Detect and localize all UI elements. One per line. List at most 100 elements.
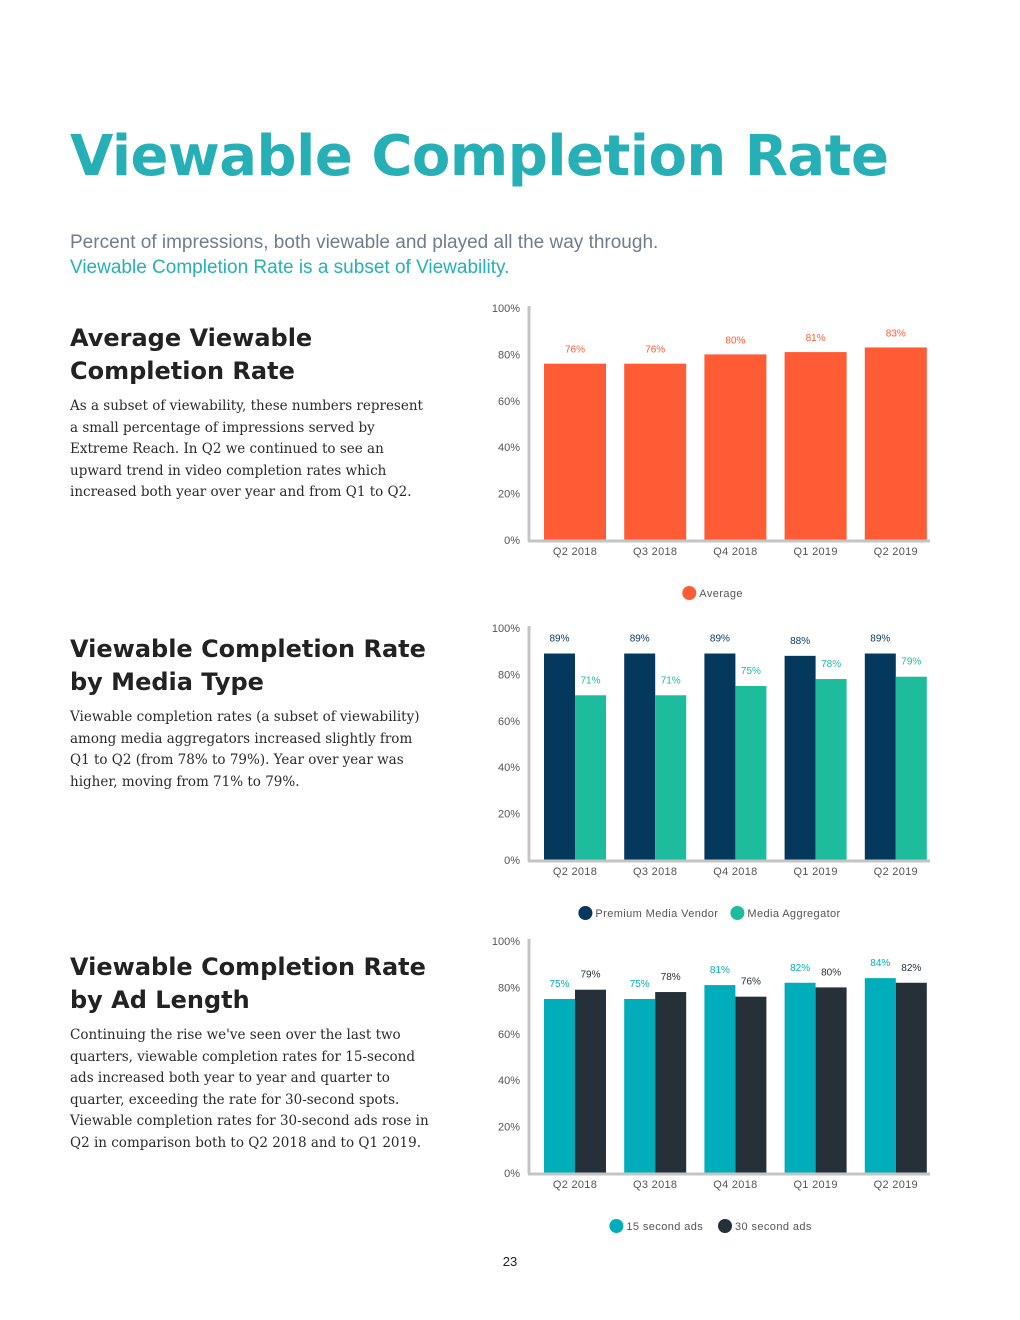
- legend-marker: [578, 906, 593, 920]
- section-heading-line-2: by Media Type: [70, 668, 264, 696]
- x-tick-label: Q1 2019: [793, 866, 837, 878]
- data-label: 83%: [886, 328, 906, 339]
- page-title: Viewable Completion Rate: [70, 124, 889, 189]
- y-tick-label: 80%: [498, 349, 520, 361]
- data-label: 82%: [790, 963, 810, 974]
- legend-label: Media Aggregator: [747, 908, 840, 920]
- bar: [704, 985, 736, 1173]
- chart-svg: 0% 20% 40% 60% 80% 100% 89% 71% Q2 2018 89% 71% Q3 …: [492, 623, 930, 920]
- legend-label: Average: [699, 588, 743, 600]
- bar: [895, 676, 927, 860]
- y-tick-label: 20%: [498, 1122, 520, 1134]
- legend-label: Premium Media Vendor: [595, 908, 718, 920]
- bar: [895, 982, 927, 1173]
- data-label: 79%: [580, 970, 600, 981]
- y-tick-label: 0%: [504, 1168, 520, 1180]
- bar: [624, 363, 687, 540]
- y-tick-label: 100%: [492, 936, 520, 948]
- section-body: As a subset of viewability, these number…: [70, 398, 423, 501]
- legend-label: 15 second ads: [626, 1221, 703, 1233]
- x-tick-label: Q2 2019: [874, 1179, 918, 1191]
- data-label: 81%: [806, 333, 826, 344]
- average-completion-chart: 0% 20% 40% 60% 80% 100% 76% Q2 2018 76% Q3 2018 80…: [486, 300, 942, 605]
- x-tick-label: Q3 2018: [633, 546, 677, 558]
- legend-marker: [682, 586, 697, 600]
- section-heading-line-1: Average Viewable: [70, 324, 313, 352]
- bar: [704, 653, 736, 860]
- bar: [784, 655, 816, 860]
- data-label: 71%: [661, 675, 681, 686]
- bar: [864, 978, 896, 1173]
- y-tick-label: 40%: [498, 1075, 520, 1087]
- x-tick-label: Q2 2019: [874, 866, 918, 878]
- data-label: 76%: [565, 345, 585, 356]
- bar: [735, 996, 767, 1173]
- legend-marker: [609, 1219, 624, 1233]
- y-tick-label: 20%: [498, 809, 520, 821]
- section-heading-line-2: by Ad Length: [70, 986, 250, 1014]
- page-number: 23: [502, 1254, 518, 1269]
- legend-label: 30 second ads: [735, 1221, 812, 1233]
- data-label: 89%: [870, 634, 890, 645]
- section-heading: Average Viewable Completion Rate: [70, 322, 430, 388]
- data-label: 75%: [741, 666, 761, 677]
- intro-line-1: Percent of impressions, both viewable an…: [70, 232, 659, 253]
- bar: [784, 982, 816, 1173]
- y-tick-label: 20%: [498, 489, 520, 501]
- y-tick-label: 40%: [498, 442, 520, 454]
- section-heading: Viewable Completion Rate by Ad Length: [70, 951, 430, 1017]
- intro-line-2: Viewable Completion Rate is a subset of …: [70, 257, 510, 278]
- y-tick-label: 60%: [498, 1029, 520, 1041]
- legend-marker: [718, 1219, 732, 1233]
- chart-svg: 0% 20% 40% 60% 80% 100% 75% 79% Q2 2018 75% 78% Q3 …: [492, 936, 930, 1233]
- y-tick-label: 0%: [504, 855, 520, 867]
- bar: [655, 695, 687, 860]
- bar: [624, 999, 656, 1173]
- ad-length-completion-chart: 0% 20% 40% 60% 80% 100% 75% 79% Q2 2018 75% 78% Q3 …: [486, 933, 942, 1238]
- section-media-type: Viewable Completion Rate by Media Type V…: [70, 633, 430, 793]
- data-label: 75%: [630, 979, 650, 990]
- data-label: 80%: [725, 335, 745, 346]
- media-type-completion-chart: 0% 20% 40% 60% 80% 100% 89% 71% Q2 2018 89% 71% Q3 …: [486, 620, 942, 925]
- y-tick-label: 60%: [498, 716, 520, 728]
- bar: [735, 686, 767, 860]
- y-tick-label: 100%: [492, 623, 520, 635]
- section-heading-line-1: Viewable Completion Rate: [70, 635, 426, 663]
- bar: [864, 347, 927, 540]
- x-tick-label: Q4 2018: [713, 546, 757, 558]
- bar: [704, 354, 767, 540]
- x-tick-label: Q3 2018: [633, 1179, 677, 1191]
- section-heading: Viewable Completion Rate by Media Type: [70, 633, 430, 699]
- bar: [655, 992, 687, 1173]
- data-label: 89%: [630, 634, 650, 645]
- bar: [575, 989, 606, 1173]
- x-tick-label: Q4 2018: [713, 866, 757, 878]
- section-heading-line-1: Viewable Completion Rate: [70, 953, 426, 981]
- x-tick-label: Q4 2018: [713, 1179, 757, 1191]
- data-label: 75%: [549, 979, 569, 990]
- section-heading-line-2: Completion Rate: [70, 357, 295, 385]
- bar: [784, 352, 847, 540]
- data-label: 89%: [710, 634, 730, 645]
- bar: [624, 653, 656, 860]
- bar: [864, 653, 896, 860]
- legend-marker: [730, 906, 745, 920]
- data-label: 79%: [901, 657, 921, 668]
- bar: [544, 363, 606, 540]
- chart-svg: 0% 20% 40% 60% 80% 100% 76% Q2 2018 76% Q3 2018 80…: [492, 303, 930, 600]
- x-tick-label: Q2 2019: [874, 546, 918, 558]
- data-label: 76%: [741, 977, 761, 988]
- section-ad-length: Viewable Completion Rate by Ad Length Co…: [70, 951, 430, 1155]
- data-label: 88%: [790, 636, 810, 647]
- y-tick-label: 0%: [504, 535, 520, 547]
- x-tick-label: Q2 2018: [553, 866, 597, 878]
- data-label: 76%: [645, 345, 665, 356]
- data-label: 84%: [870, 958, 890, 969]
- bar: [544, 653, 575, 860]
- y-tick-label: 40%: [498, 762, 520, 774]
- intro-text: Percent of impressions, both viewable an…: [70, 230, 658, 280]
- section-body: Viewable completion rates (a subset of v…: [70, 709, 420, 790]
- section-average: Average Viewable Completion Rate As a su…: [70, 322, 430, 504]
- x-tick-label: Q2 2018: [553, 546, 597, 558]
- bar: [575, 695, 606, 860]
